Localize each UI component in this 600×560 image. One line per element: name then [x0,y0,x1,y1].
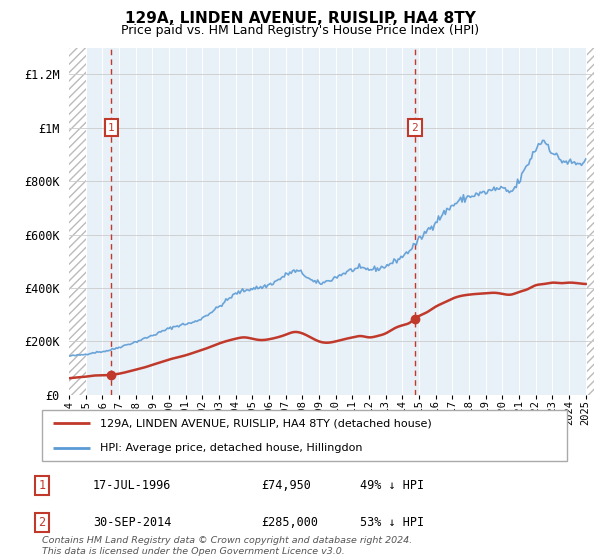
Text: 1: 1 [108,123,115,133]
Text: £285,000: £285,000 [261,516,318,529]
Text: 17-JUL-1996: 17-JUL-1996 [93,479,172,492]
Text: 2: 2 [412,123,418,133]
Bar [69,48,86,395]
FancyBboxPatch shape [42,410,568,461]
Text: Contains HM Land Registry data © Crown copyright and database right 2024.
This d: Contains HM Land Registry data © Crown c… [42,536,412,556]
Text: £74,950: £74,950 [261,479,311,492]
Text: 49% ↓ HPI: 49% ↓ HPI [360,479,424,492]
Text: 2: 2 [38,516,46,529]
Text: Price paid vs. HM Land Registry's House Price Index (HPI): Price paid vs. HM Land Registry's House … [121,24,479,36]
Text: 129A, LINDEN AVENUE, RUISLIP, HA4 8TY (detached house): 129A, LINDEN AVENUE, RUISLIP, HA4 8TY (d… [100,418,432,428]
Bar [586,48,594,395]
Text: HPI: Average price, detached house, Hillingdon: HPI: Average price, detached house, Hill… [100,442,362,452]
Text: 129A, LINDEN AVENUE, RUISLIP, HA4 8TY: 129A, LINDEN AVENUE, RUISLIP, HA4 8TY [125,11,475,26]
Text: 30-SEP-2014: 30-SEP-2014 [93,516,172,529]
Text: 53% ↓ HPI: 53% ↓ HPI [360,516,424,529]
Text: 1: 1 [38,479,46,492]
